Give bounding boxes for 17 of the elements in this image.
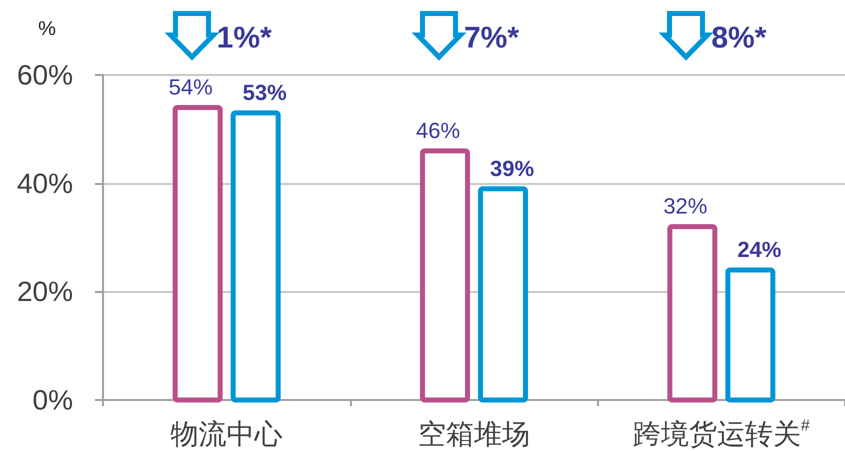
x-tick-label: 空箱堆场 [418,418,530,450]
text: 1%* [216,22,272,54]
y-tick-label: 60% [16,60,73,90]
text: 7%* [464,22,520,54]
data-label: 32% [663,194,708,219]
data-label: 54% [168,74,213,100]
data-label: 24% [737,237,782,262]
y-tick-label: 0% [32,384,73,416]
x-tick-label: 物流中心 [170,418,283,450]
data-label: 53% [242,80,287,105]
text: 8%* [711,22,767,54]
x-tick-label: 跨境货运转关# [632,418,810,450]
y-axis-title: % [38,18,56,40]
y-tick-label: 20% [16,276,73,308]
y-tick-label: 40% [16,168,73,199]
data-label: 46% [416,118,460,143]
data-label: 39% [490,156,534,181]
